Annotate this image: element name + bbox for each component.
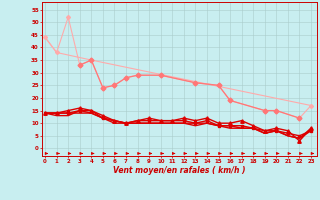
X-axis label: Vent moyen/en rafales ( km/h ): Vent moyen/en rafales ( km/h ) [113,166,245,175]
